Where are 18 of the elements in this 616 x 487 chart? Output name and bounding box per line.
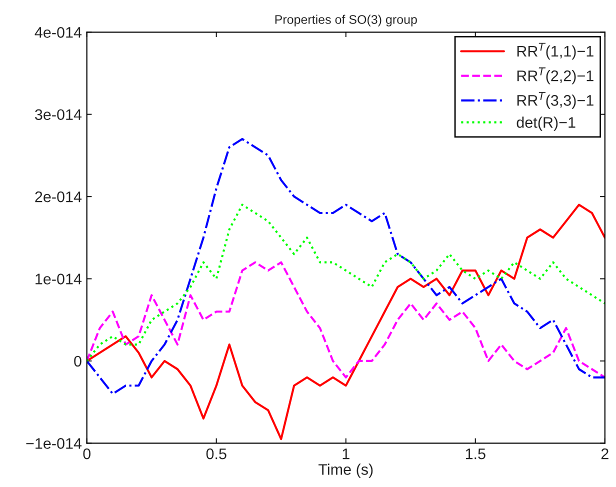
- line-series: [86, 138, 605, 395]
- legend-label: RR$^{T}$(2,2)−1: [517, 67, 594, 84]
- y-tick-label: 1e-014: [36, 274, 82, 284]
- y-tick-label: 3e-014: [35, 109, 82, 120]
- legend-label: det(R)−1: [516, 116, 576, 131]
- x-tick-label: 2: [601, 448, 608, 460]
- x-tick-label: 0: [83, 448, 91, 460]
- y-tick-label: 0: [74, 356, 82, 367]
- y-tick-label: 4e-014: [34, 27, 82, 38]
- x-tick-label: 1.5: [466, 448, 486, 460]
- legend-label: RR$^{T}$(3,3)−1: [517, 92, 594, 109]
- x-tick-label: 0.5: [206, 448, 226, 460]
- y-tick-label: 2e-014: [35, 191, 82, 202]
- x-tick-label: 1: [342, 448, 350, 460]
- x-axis-title: Time (s): [318, 464, 373, 478]
- y-tick-label: −1e-014: [26, 438, 82, 449]
- chart-title: Properties of SO(3) group: [275, 14, 417, 26]
- legend-label: RR$^{T}$(1,1)−1: [517, 42, 594, 60]
